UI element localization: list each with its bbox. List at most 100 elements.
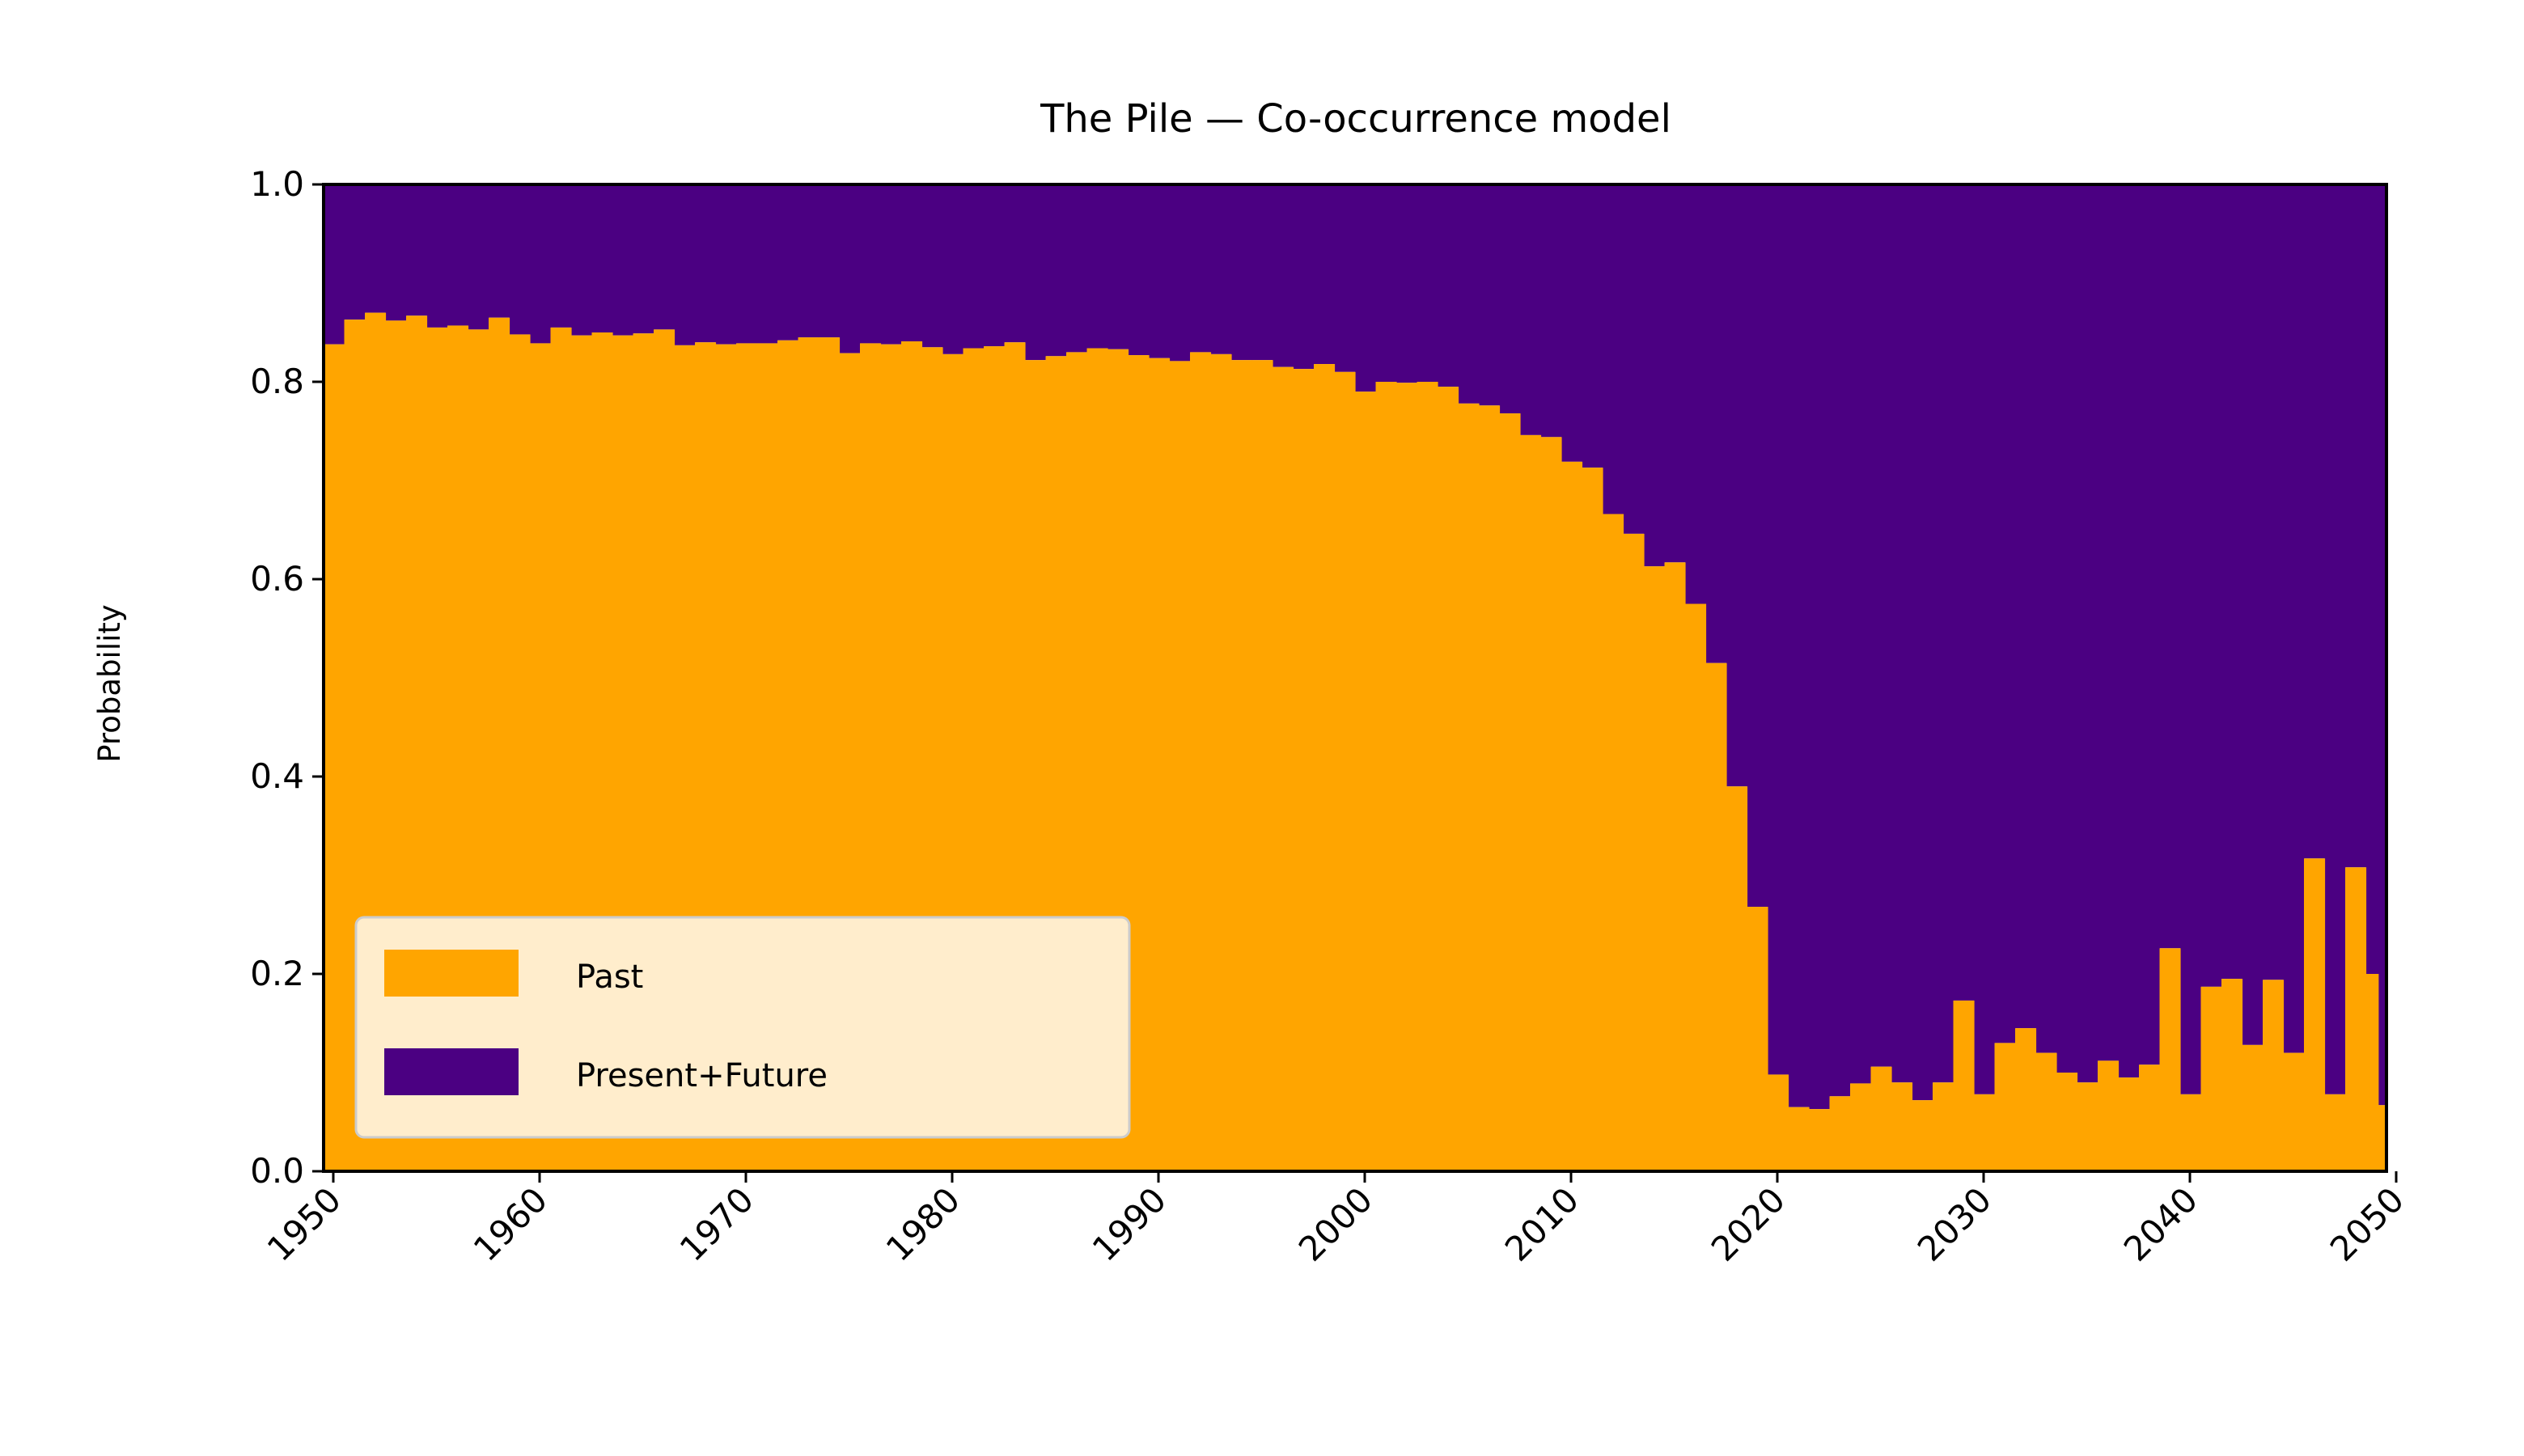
past-bar (2324, 1094, 2346, 1171)
present-future-bar (921, 184, 943, 348)
past-bar (1355, 392, 1377, 1171)
past-bar (1334, 371, 1356, 1171)
present-future-bar (1190, 184, 1212, 353)
past-bar (1314, 364, 1336, 1171)
present-future-bar (2378, 184, 2387, 1106)
past-bar (1417, 382, 1438, 1171)
present-future-bar (1726, 184, 1748, 787)
present-future-bar (1210, 184, 1232, 354)
present-future-bar (1251, 184, 1273, 361)
legend-label-past: Past (576, 959, 643, 996)
present-future-bar (1499, 184, 1521, 414)
present-future-bar (1396, 184, 1418, 383)
past-bar (1582, 468, 1603, 1171)
past-bar (1231, 360, 1253, 1171)
past-bar (1829, 1096, 1851, 1171)
present-future-bar (447, 184, 469, 326)
present-future-bar (1870, 184, 1892, 1067)
present-future-bar (1334, 184, 1356, 372)
past-bar (1726, 786, 1748, 1171)
past-bar (1479, 405, 1501, 1171)
past-bar (2098, 1060, 2120, 1171)
past-bar (2180, 1094, 2202, 1171)
past-bar (2159, 948, 2181, 1171)
past-bar (1664, 562, 1686, 1171)
present-future-bar (1066, 184, 1088, 353)
past-bar (1128, 355, 1150, 1171)
present-future-bar (1912, 184, 1933, 1101)
past-bar (1891, 1082, 1913, 1171)
present-future-bar (1788, 184, 1810, 1107)
present-future-bar (654, 184, 675, 330)
present-future-bar (1747, 184, 1768, 908)
present-future-bar (2159, 184, 2181, 949)
present-future-bar (1107, 184, 1129, 349)
y-tick-label: 0.6 (250, 559, 304, 599)
present-future-bar (406, 184, 428, 316)
present-future-bar (798, 184, 819, 338)
present-future-bar (777, 184, 799, 341)
present-future-bar (942, 184, 964, 354)
past-bar (1953, 1000, 1975, 1171)
past-bar (2015, 1028, 2037, 1171)
present-future-bar (736, 184, 758, 344)
present-future-bar (1025, 184, 1047, 361)
past-bar (2378, 1105, 2387, 1171)
present-future-bar (468, 184, 489, 330)
present-future-bar (715, 184, 737, 345)
legend-swatch-present-future (384, 1048, 519, 1095)
present-future-bar (1809, 184, 1831, 1110)
present-future-bar (1664, 184, 1686, 563)
present-future-bar (612, 184, 634, 336)
past-bar (1251, 360, 1273, 1171)
present-future-bar (1479, 184, 1501, 406)
present-future-bar (2035, 184, 2057, 1053)
past-bar (2077, 1082, 2098, 1171)
past-bar (1912, 1100, 1933, 1171)
present-future-area (324, 184, 2387, 1110)
present-future-bar (1045, 184, 1067, 357)
past-bar (1705, 662, 1727, 1171)
present-future-bar (1293, 184, 1315, 370)
present-future-bar (1520, 184, 1542, 435)
present-future-bar (1891, 184, 1913, 1083)
past-bar (1850, 1083, 1872, 1171)
present-future-bar (2077, 184, 2098, 1083)
present-future-bar (1355, 184, 1377, 392)
present-future-bar (1705, 184, 1727, 663)
present-future-bar (2263, 184, 2285, 980)
present-future-bar (2304, 184, 2326, 859)
present-future-bar (1974, 184, 1996, 1094)
present-future-bar (385, 184, 407, 321)
present-future-bar (1768, 184, 1789, 1075)
present-future-bar (1829, 184, 1851, 1097)
past-bar (1685, 603, 1707, 1171)
past-bar (2056, 1073, 2078, 1171)
past-bar (2345, 867, 2367, 1171)
present-future-bar (1086, 184, 1108, 349)
present-future-bar (1438, 184, 1459, 387)
past-bar (2242, 1044, 2264, 1171)
present-future-bar (1231, 184, 1253, 361)
present-future-bar (1458, 184, 1480, 404)
chart-title: The Pile — Co-occurrence model (1040, 96, 1671, 142)
present-future-bar (984, 184, 1006, 347)
present-future-bar (1273, 184, 1294, 367)
past-bar (2263, 980, 2285, 1171)
present-future-bar (2345, 184, 2367, 868)
present-future-bar (1603, 184, 1624, 514)
present-future-bar (1582, 184, 1603, 468)
past-bar (2221, 979, 2243, 1171)
present-future-bar (901, 184, 923, 341)
present-future-bar (880, 184, 902, 345)
y-tick-label: 0.4 (250, 756, 304, 796)
past-bar (2365, 974, 2379, 1171)
present-future-bar (1169, 184, 1191, 362)
past-bar (1540, 437, 1562, 1171)
present-future-bar (1540, 184, 1562, 438)
present-future-bar (1644, 184, 1666, 567)
past-bar (2304, 858, 2326, 1171)
present-future-bar (756, 184, 778, 344)
present-future-bar (2283, 184, 2305, 1053)
